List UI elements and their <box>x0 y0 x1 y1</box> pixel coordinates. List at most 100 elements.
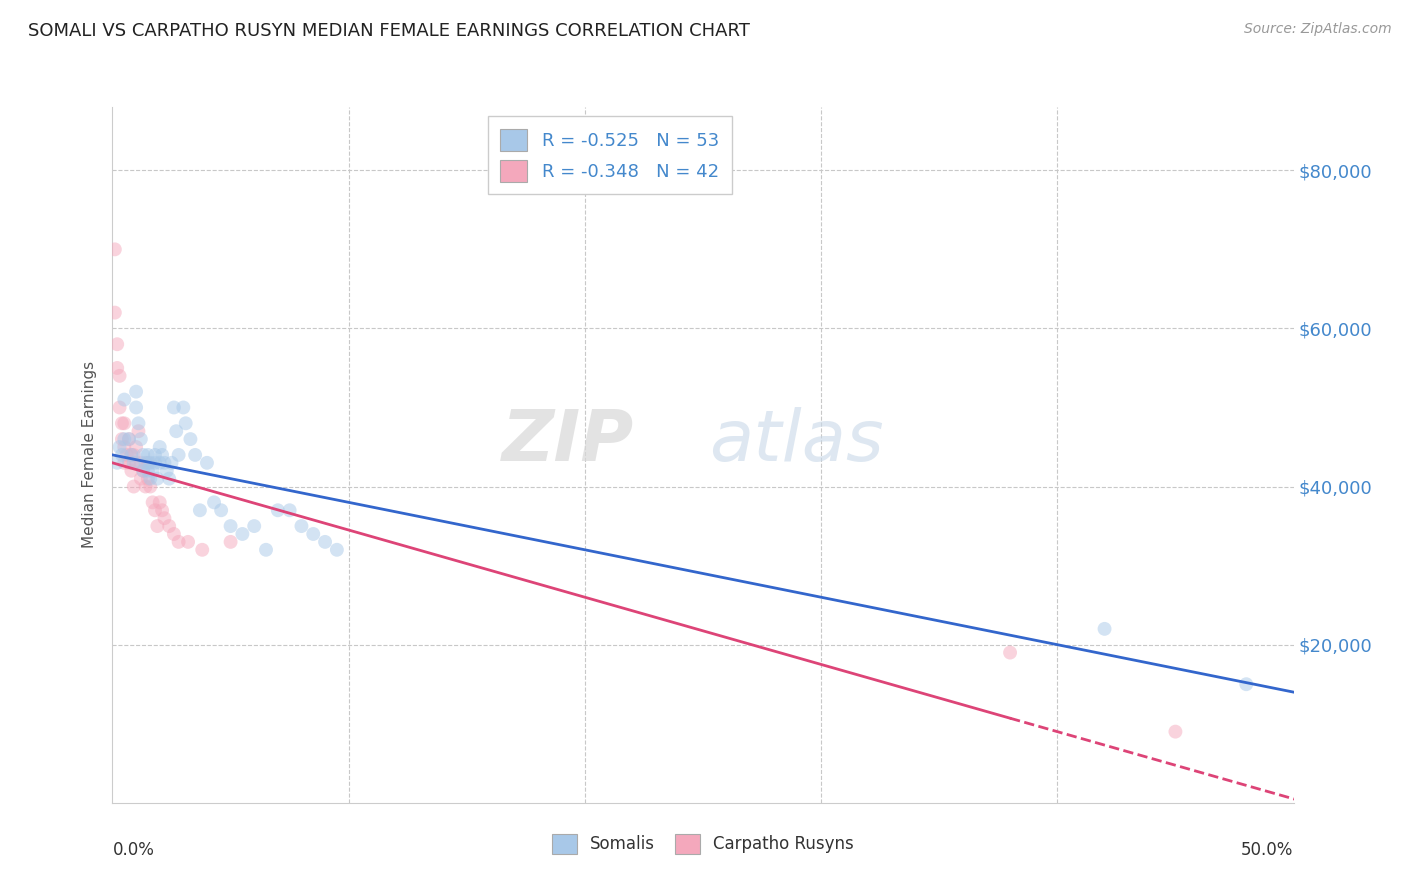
Point <box>125 456 148 470</box>
Point <box>142 495 165 509</box>
Point <box>122 479 145 493</box>
Point <box>157 472 180 486</box>
Point <box>139 472 162 486</box>
Point <box>302 527 325 541</box>
Point <box>143 456 166 470</box>
Point <box>108 368 131 383</box>
Point <box>111 417 134 431</box>
Point <box>120 448 142 462</box>
Point <box>129 472 152 486</box>
Point <box>290 519 312 533</box>
Point <box>111 432 134 446</box>
Point <box>104 305 127 319</box>
Point <box>165 424 187 438</box>
Point <box>129 456 152 470</box>
Point <box>136 456 159 470</box>
Point <box>135 456 157 470</box>
Point <box>120 464 142 478</box>
Point <box>105 337 128 351</box>
Point <box>219 535 242 549</box>
Point <box>135 479 157 493</box>
Point <box>112 432 135 446</box>
Point <box>143 503 166 517</box>
Point <box>243 519 266 533</box>
Point <box>188 503 211 517</box>
Point <box>219 519 242 533</box>
Point <box>112 440 135 454</box>
Point <box>122 456 145 470</box>
Point <box>120 448 142 462</box>
Point <box>149 495 172 509</box>
Point <box>111 448 134 462</box>
Point <box>143 448 166 462</box>
Point <box>132 464 155 478</box>
Point <box>112 456 135 470</box>
Point <box>105 361 128 376</box>
Point <box>122 448 145 462</box>
Point <box>153 456 176 470</box>
Point <box>118 432 141 446</box>
Point <box>172 401 194 415</box>
Point <box>202 495 225 509</box>
Point <box>108 401 131 415</box>
Point <box>177 535 200 549</box>
Point <box>149 440 172 454</box>
Point <box>146 472 169 486</box>
Point <box>153 511 176 525</box>
Point <box>167 448 190 462</box>
Point <box>115 448 138 462</box>
Point <box>150 448 173 462</box>
Point <box>125 401 148 415</box>
Point <box>278 503 301 517</box>
Point <box>105 456 128 470</box>
Point <box>195 456 218 470</box>
Point <box>118 432 141 446</box>
Point <box>163 527 186 541</box>
Point <box>156 464 179 478</box>
Point <box>129 432 152 446</box>
Point <box>174 417 197 431</box>
Point <box>125 384 148 399</box>
Point <box>254 542 277 557</box>
Point <box>184 448 207 462</box>
Point <box>179 432 201 446</box>
Point <box>139 479 162 493</box>
Point <box>142 464 165 478</box>
Point <box>1094 622 1116 636</box>
Point <box>1234 677 1257 691</box>
Point <box>127 417 149 431</box>
Point <box>132 464 155 478</box>
Text: 0.0%: 0.0% <box>112 841 155 859</box>
Point <box>163 401 186 415</box>
Point <box>160 456 183 470</box>
Point <box>112 392 135 407</box>
Point <box>136 472 159 486</box>
Point <box>127 424 149 438</box>
Point <box>314 535 336 549</box>
Point <box>157 519 180 533</box>
Point <box>132 448 155 462</box>
Y-axis label: Median Female Earnings: Median Female Earnings <box>82 361 97 549</box>
Point <box>191 542 214 557</box>
Point <box>139 456 162 470</box>
Point <box>136 464 159 478</box>
Point <box>125 440 148 454</box>
Point <box>267 503 290 517</box>
Point <box>149 456 172 470</box>
Point <box>1164 724 1187 739</box>
Text: atlas: atlas <box>709 407 883 475</box>
Point <box>112 417 135 431</box>
Point <box>108 440 131 454</box>
Text: Source: ZipAtlas.com: Source: ZipAtlas.com <box>1244 22 1392 37</box>
Point <box>150 503 173 517</box>
Point <box>167 535 190 549</box>
Point <box>136 448 159 462</box>
Text: 50.0%: 50.0% <box>1241 841 1294 859</box>
Point <box>998 646 1021 660</box>
Text: SOMALI VS CARPATHO RUSYN MEDIAN FEMALE EARNINGS CORRELATION CHART: SOMALI VS CARPATHO RUSYN MEDIAN FEMALE E… <box>28 22 749 40</box>
Point <box>326 542 349 557</box>
Point <box>209 503 232 517</box>
Point <box>146 519 169 533</box>
Point <box>231 527 253 541</box>
Point <box>118 456 141 470</box>
